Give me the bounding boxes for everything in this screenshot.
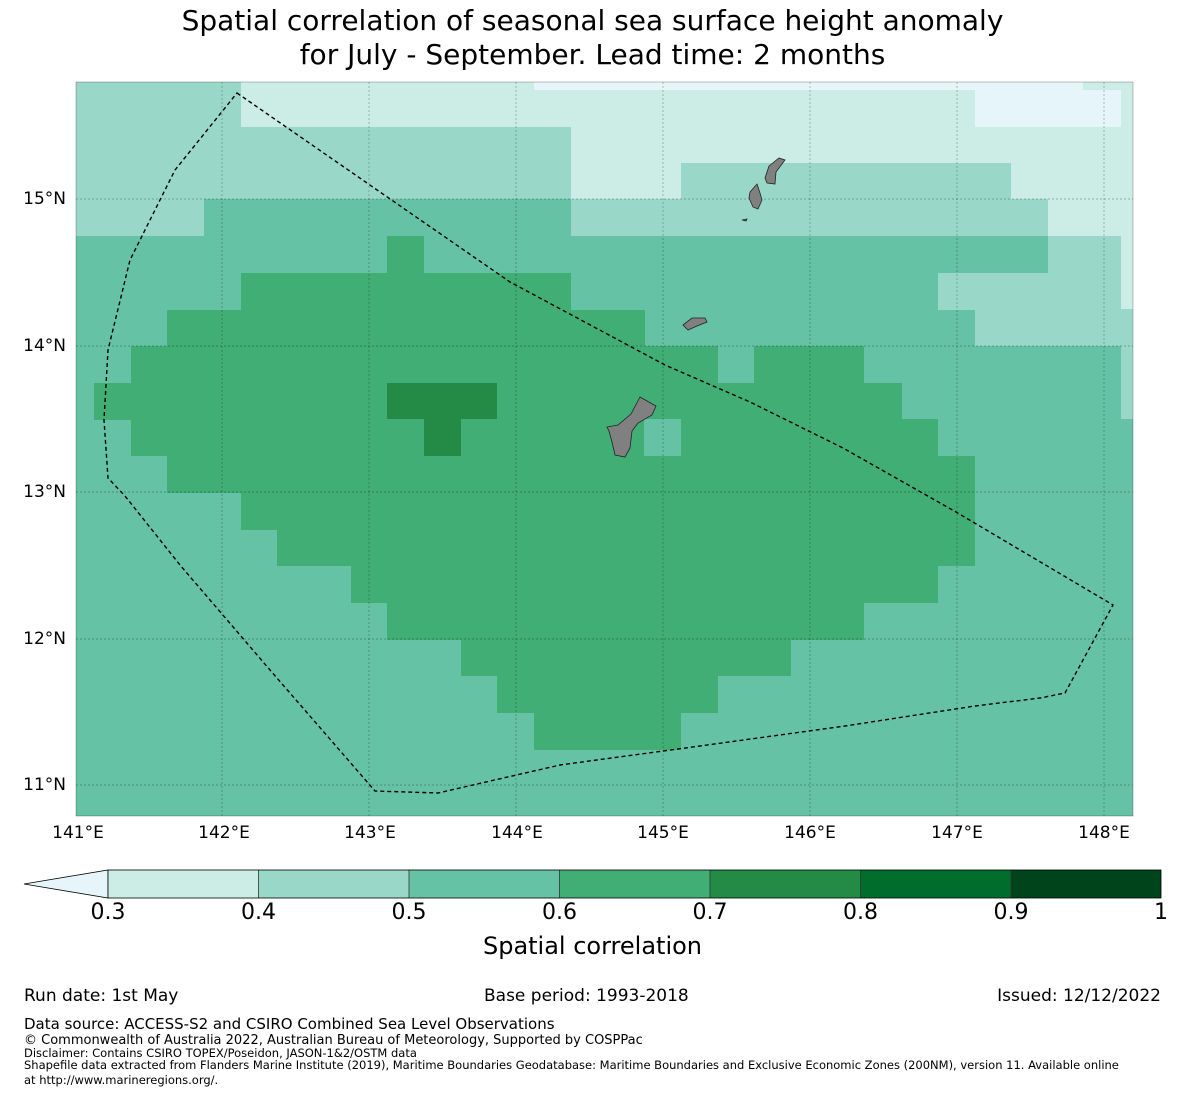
map-frame [75, 81, 1134, 817]
shapefile-credit-url: at http://www.marineregions.org/. [24, 1073, 219, 1087]
band-0.7-0.8 [387, 383, 497, 456]
colorbar-segment-0.8-0.9 [860, 870, 1011, 898]
colorbar-tick-label: 0.8 [843, 900, 878, 925]
lat-tick-label: 13°N [23, 482, 66, 502]
land-masses [606, 157, 786, 458]
colorbar-segment-0.4-0.5 [258, 870, 409, 898]
colorbar-tick-label: 0.3 [90, 900, 126, 925]
colorbar-tick-label: 0.6 [542, 900, 577, 925]
band-below-0.3 [534, 82, 1121, 127]
disclaimer: Disclaimer: Contains CSIRO TOPEX/Poseido… [24, 1046, 417, 1060]
lat-tick-label: 14°N [23, 336, 66, 356]
colorbar-segment-0.3-0.4 [108, 870, 259, 898]
island-tinian [748, 183, 763, 210]
lon-tick-label: 142°E [198, 823, 250, 843]
eez-boundary [103, 92, 1114, 794]
colorbar-extend-min [23, 869, 109, 899]
run-date: Run date: 1st May [24, 986, 179, 1006]
colorbar-segment-0.7-0.8 [710, 870, 861, 898]
lat-tick-label: 15°N [23, 189, 66, 209]
lon-tick-label: 148°E [1078, 823, 1130, 843]
colorbar-label: Spatial correlation [482, 932, 703, 960]
lat-tick-label: 11°N [23, 775, 66, 795]
lon-tick-label: 143°E [344, 823, 396, 843]
colorbar-tick-label: 1 [1154, 900, 1168, 925]
colorbar-tick-label: 0.5 [391, 900, 427, 925]
colorbar-segment-0.5-0.6 [409, 870, 560, 898]
band-0.6-0.7 [94, 236, 975, 750]
gridlines [76, 82, 1133, 816]
colorbar-tick-label: 0.9 [993, 900, 1029, 925]
lon-tick-label: 147°E [931, 823, 983, 843]
lon-tick-label: 141°E [52, 823, 104, 843]
map-title-line-2: for July - September. Lead time: 2 month… [299, 38, 886, 71]
lat-tick-label: 12°N [23, 629, 66, 649]
colorbar-segment-0.6-0.7 [559, 870, 710, 898]
base-period: Base period: 1993-2018 [484, 986, 689, 1006]
issued-date: Issued: 12/12/2022 [997, 986, 1161, 1006]
colorbar-tick-label: 0.7 [692, 900, 728, 925]
correlation-field [76, 82, 1133, 816]
colorbar [23, 869, 1162, 899]
island-aguijan [741, 218, 748, 222]
band-0.5-0.6-holes [644, 346, 754, 456]
band-0.3-0.4 [241, 82, 1133, 309]
lon-tick-label: 146°E [784, 823, 836, 843]
data-source: Data source: ACCESS-S2 and CSIRO Combine… [24, 1015, 555, 1033]
colorbar-tick-label: 0.4 [241, 900, 276, 925]
island-saipan [764, 157, 786, 185]
colorbar-segment-0.9-1 [1011, 870, 1161, 898]
colorbar-outline [107, 869, 1162, 899]
map-title-line-1: Spatial correlation of seasonal sea surf… [181, 4, 1004, 37]
copyright-notice: © Commonwealth of Australia 2022, Austra… [24, 1033, 643, 1048]
island-guam [606, 396, 657, 458]
lon-tick-label: 145°E [637, 823, 689, 843]
island-rota [682, 317, 708, 331]
lon-tick-label: 144°E [491, 823, 543, 843]
shapefile-credit: Shapefile data extracted from Flanders M… [24, 1058, 1119, 1072]
